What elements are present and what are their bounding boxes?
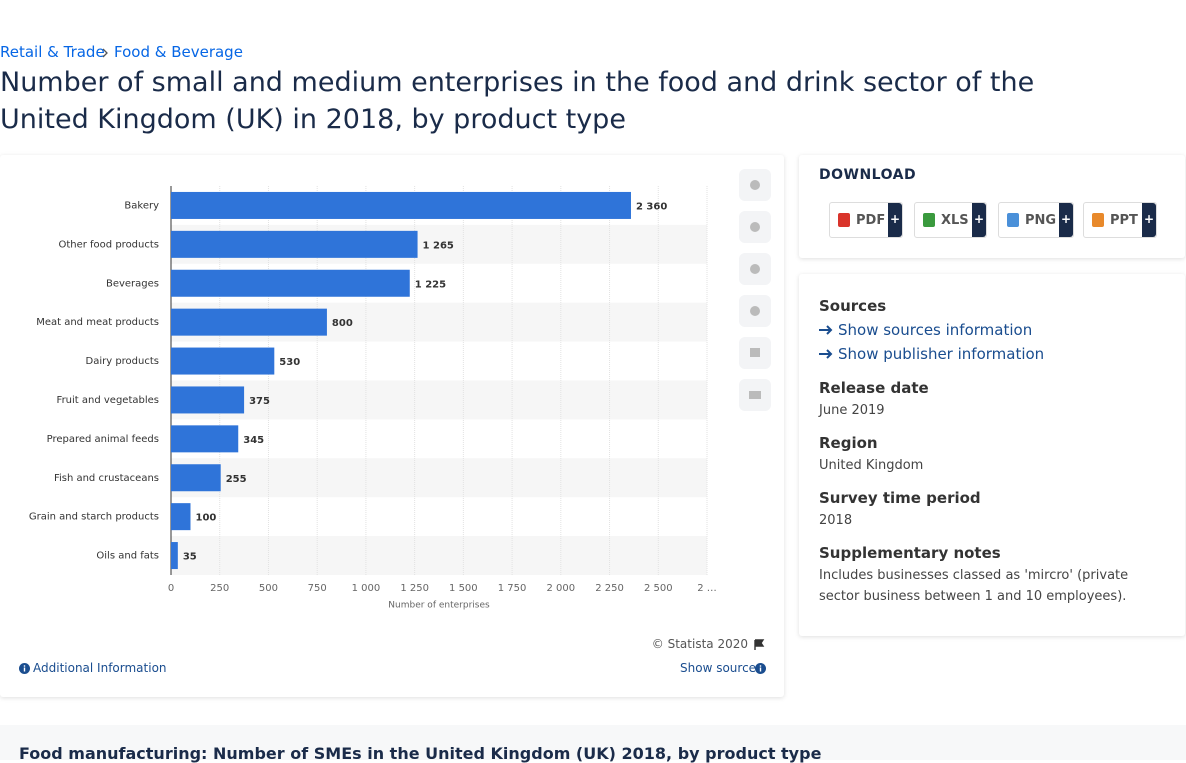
x-tick-label: 2 500 <box>644 583 673 594</box>
y-tick-label: Bakery <box>124 200 159 211</box>
info-icon <box>755 663 766 674</box>
data-label: 2 360 <box>636 201 667 212</box>
data-label: 530 <box>279 357 300 368</box>
x-tick-label: 1 750 <box>498 583 527 594</box>
x-tick-label: 500 <box>259 583 278 594</box>
y-tick-label: Fruit and vegetables <box>57 395 159 406</box>
format-label: PNG <box>1025 212 1057 228</box>
y-tick-label: Meat and meat products <box>36 317 159 328</box>
bar <box>171 542 178 570</box>
data-label: 800 <box>332 318 353 329</box>
download-heading: DOWNLOAD <box>819 167 917 183</box>
bar <box>171 347 275 375</box>
x-tick-label: 1 500 <box>449 583 478 594</box>
sources-heading: Sources <box>819 297 887 315</box>
format-label: PPT <box>1110 212 1138 228</box>
format-label: PDF <box>856 212 886 228</box>
detail-label: Release date <box>819 379 929 397</box>
bar <box>171 269 410 297</box>
chart: 0 250 500 750 1 000 1 250 1 500 1 750 2 000 2 250… <box>29 169 771 611</box>
detail-label: Supplementary notes <box>819 544 1001 562</box>
detail-value: Includes businesses classed as 'mircro' … <box>819 568 1129 604</box>
bar <box>171 464 221 492</box>
x-tick-label: 2 250 <box>595 583 624 594</box>
download-ppt[interactable]: PPT + <box>1083 202 1157 238</box>
bar <box>171 308 327 336</box>
data-label: 375 <box>249 396 270 407</box>
format-label: XLS <box>941 212 969 228</box>
detail-label: Region <box>819 434 878 452</box>
data-label: 35 <box>183 552 197 563</box>
details-card: Sources Show sources information Show pu… <box>799 274 1185 636</box>
bar <box>171 503 191 531</box>
bar <box>171 425 239 453</box>
x-tick-label: 1 250 <box>400 583 429 594</box>
row-band <box>171 380 707 420</box>
y-tick-label: Grain and starch products <box>29 512 159 523</box>
data-label: 100 <box>195 513 216 524</box>
data-label: 1 265 <box>423 240 454 251</box>
sources-link[interactable]: Show sources information <box>819 321 1032 339</box>
x-tick-label: 1 000 <box>352 583 381 594</box>
link-text: Show publisher information <box>838 345 1045 363</box>
toolbar <box>739 169 771 411</box>
show-source[interactable]: Show source <box>680 661 757 675</box>
bar <box>171 386 245 414</box>
data-label: 255 <box>226 474 247 485</box>
y-tick-label: Oils and fats <box>96 551 159 562</box>
detail-value: 2018 <box>819 513 853 528</box>
plus: + <box>1142 203 1156 237</box>
x-tick-label: 2 000 <box>546 583 575 594</box>
y-tick-label: Beverages <box>106 278 159 289</box>
plus: + <box>888 203 902 237</box>
detail-label: Survey time period <box>819 489 981 507</box>
download-card: DOWNLOAD <box>799 155 1185 258</box>
x-tick-label: 750 <box>308 583 327 594</box>
data-label: 1 225 <box>415 279 446 290</box>
detail-value: United Kingdom <box>819 458 924 473</box>
data-label: 345 <box>243 435 264 446</box>
y-tick-label: Fish and crustaceans <box>54 473 159 484</box>
download-pdf[interactable]: PDF + <box>829 202 903 238</box>
download-xls[interactable]: XLS + <box>914 202 987 238</box>
link-text: Show sources information <box>838 321 1033 339</box>
page-title: Number of small and medium enterprises i… <box>0 67 1035 135</box>
bar <box>171 191 631 219</box>
x-tick-label: 2 … <box>697 583 717 594</box>
breadcrumb-separator <box>102 48 108 58</box>
y-tick-label: Dairy products <box>86 356 160 367</box>
y-tick-label: Prepared animal feeds <box>47 434 159 445</box>
chart-card: 0 250 500 750 1 000 1 250 1 500 1 750 2 000 2 250… <box>0 155 784 697</box>
breadcrumb[interactable]: Food & Beverage <box>114 43 243 61</box>
plus: + <box>972 203 986 237</box>
x-tick-label: 250 <box>210 583 229 594</box>
copyright: © Statista 2020 <box>651 637 748 651</box>
x-tick-label: 0 <box>168 583 174 594</box>
row-band <box>171 536 707 575</box>
y-tick-label: Other food products <box>58 239 159 250</box>
download-png[interactable]: PNG + <box>998 202 1074 238</box>
arrow-icon <box>819 349 833 359</box>
arrow-icon <box>819 325 833 335</box>
publisher-link[interactable]: Show publisher information <box>819 345 1044 363</box>
additional-information[interactable]: Additional Information <box>33 661 167 675</box>
info-icon <box>19 663 30 674</box>
related-title[interactable]: Food manufacturing: Number of SMEs in th… <box>19 744 822 763</box>
flag-icon[interactable] <box>753 639 765 651</box>
breadcrumb[interactable]: Retail & Trade <box>0 43 105 61</box>
bar <box>171 230 418 258</box>
detail-value: June 2019 <box>819 403 885 418</box>
plus: + <box>1059 203 1073 237</box>
related-section: Food manufacturing: Number of SMEs in th… <box>0 725 1186 763</box>
row-band <box>171 458 707 498</box>
x-axis-title: Number of enterprises <box>388 601 490 611</box>
